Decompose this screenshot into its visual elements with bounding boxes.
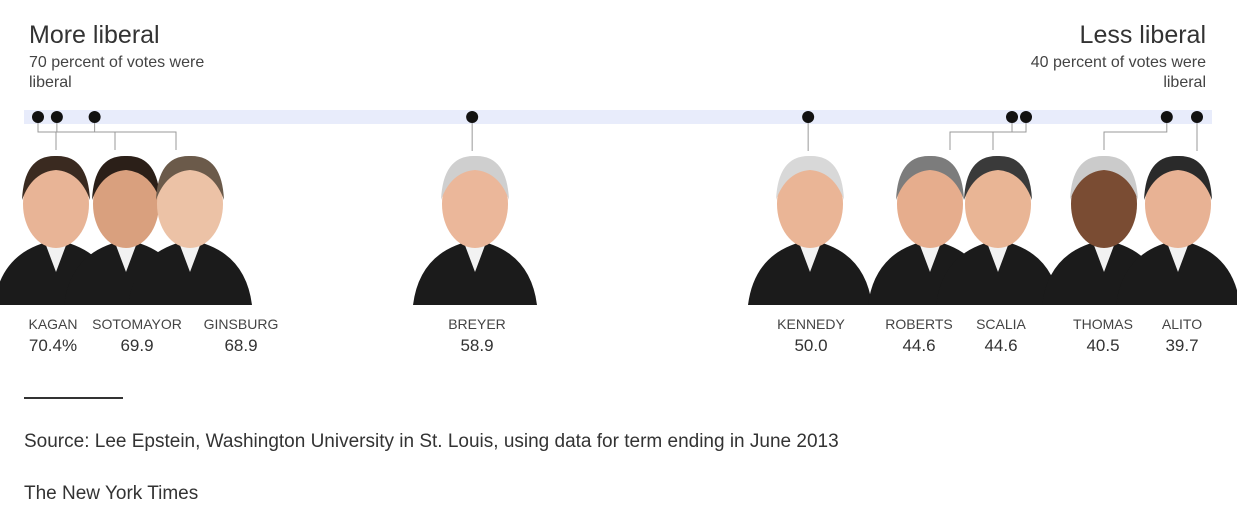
liberal-votes-chart: KAGAN 70.4% SOTOMAYOR 69.9 GINSBURG 68.9 BREYE… [0, 110, 1237, 355]
value-alito: 39.7 [1165, 336, 1198, 355]
more-liberal-subtitle: 70 percent of votes were liberal [29, 54, 205, 91]
robe [1116, 240, 1237, 305]
value-scalia: 44.6 [984, 336, 1017, 355]
portrait-breyer [413, 155, 537, 305]
more-liberal-title: More liberal [29, 21, 160, 49]
collar [798, 240, 822, 272]
hair [896, 155, 964, 200]
dot-alito [1191, 111, 1203, 123]
collar [178, 240, 202, 272]
hair [92, 155, 160, 200]
face [93, 160, 159, 248]
robe [128, 240, 252, 305]
robe [748, 240, 872, 305]
value-kennedy: 50.0 [794, 336, 827, 355]
leader-line-thomas [1103, 117, 1168, 150]
collar [44, 240, 68, 272]
label-roberts: ROBERTS [885, 316, 952, 332]
hair [156, 155, 224, 200]
dot-thomas [1160, 111, 1173, 123]
dot-sotomayor [50, 111, 63, 123]
label-breyer: BREYER [448, 316, 506, 332]
dot-breyer [466, 111, 479, 123]
dot-roberts [1006, 111, 1019, 123]
footer-divider [24, 397, 123, 399]
value-ginsburg: 68.9 [224, 336, 257, 355]
hair [22, 155, 90, 200]
face [897, 160, 963, 248]
value-sotomayor: 69.9 [120, 336, 153, 355]
collar [918, 240, 942, 272]
label-sotomayor: SOTOMAYOR [92, 316, 182, 332]
value-breyer: 58.9 [460, 336, 493, 355]
collar [114, 240, 138, 272]
face [157, 160, 223, 248]
more-liberal-header: More liberal 70 percent of votes were li… [29, 20, 209, 93]
label-ginsburg: GINSBURG [204, 316, 279, 332]
robe [936, 240, 1060, 305]
portrait-ginsburg [128, 155, 252, 305]
hair [1144, 155, 1212, 200]
robe [413, 240, 537, 305]
face [1071, 160, 1137, 248]
leader-line-roberts [949, 117, 1013, 150]
hair [776, 155, 844, 200]
less-liberal-header: Less liberal 40 percent of votes were li… [1026, 20, 1206, 93]
face [1145, 160, 1211, 248]
label-kennedy: KENNEDY [777, 316, 845, 332]
portrait-scalia [936, 155, 1060, 305]
dot-kennedy [802, 111, 815, 123]
axis-band [24, 110, 1212, 124]
source-note: Source: Lee Epstein, Washington Universi… [24, 431, 839, 452]
collar [986, 240, 1010, 272]
dot-scalia [1020, 111, 1033, 123]
leader-line-kagan [37, 117, 57, 150]
face [965, 160, 1031, 248]
dot-kagan [32, 111, 44, 123]
credit-line: The New York Times [24, 483, 199, 504]
less-liberal-title: Less liberal [1079, 21, 1206, 49]
face [23, 160, 89, 248]
collar [1166, 240, 1190, 272]
label-kagan: KAGAN [28, 316, 77, 332]
dot-ginsburg [88, 111, 101, 123]
hair [441, 155, 509, 200]
less-liberal-subtitle: 40 percent of votes were liberal [1030, 54, 1206, 91]
label-thomas: THOMAS [1073, 316, 1133, 332]
collar [1092, 240, 1116, 272]
hair [1070, 155, 1138, 200]
portrait-alito [1116, 155, 1237, 305]
portrait-kennedy [748, 155, 872, 305]
hair [964, 155, 1032, 200]
value-thomas: 40.5 [1086, 336, 1119, 355]
value-kagan: 70.4% [29, 336, 77, 355]
label-alito: ALITO [1162, 316, 1202, 332]
leader-line-sotomayor [56, 117, 116, 150]
leader-line-scalia [992, 117, 1027, 150]
face [442, 160, 508, 248]
leader-line-ginsburg [94, 117, 177, 150]
label-scalia: SCALIA [976, 316, 1026, 332]
face [777, 160, 843, 248]
value-roberts: 44.6 [902, 336, 935, 355]
collar [463, 240, 487, 272]
